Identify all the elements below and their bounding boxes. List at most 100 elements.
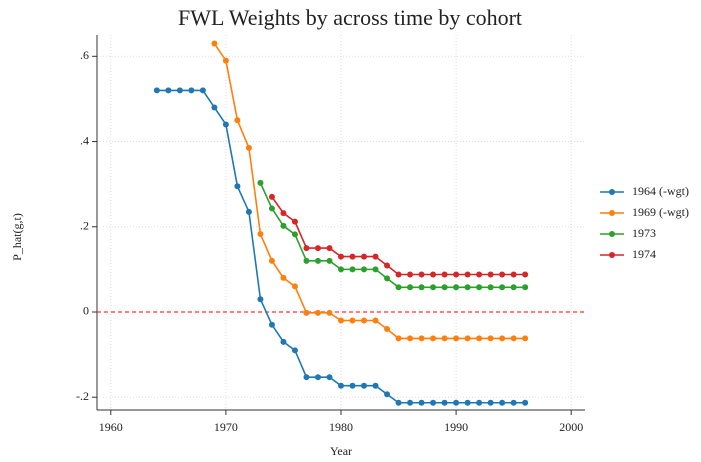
legend-marker [609,231,615,237]
data-point [464,271,471,278]
data-point [430,399,437,406]
data-point [257,296,264,303]
data-point [211,40,218,47]
chart-title: FWL Weights by across time by cohort [178,5,522,30]
data-point [407,335,414,342]
legend-marker [609,210,615,216]
data-point [510,284,517,291]
data-point [291,347,298,354]
x-tick-label: 1960 [99,420,123,434]
data-point [257,179,264,186]
data-point [510,335,517,342]
data-point [280,338,287,345]
data-point [268,257,275,264]
data-point [464,284,471,291]
data-point [384,262,391,269]
legend-label: 1974 [632,247,656,261]
data-point [395,284,402,291]
data-point [453,335,460,342]
data-point [211,104,218,111]
data-point [476,399,483,406]
data-point [326,309,333,316]
series-line [271,196,526,276]
data-point [510,399,517,406]
data-point [303,309,310,316]
data-point [418,335,425,342]
x-axis-label: Year [330,444,352,458]
data-point [430,335,437,342]
data-point [476,284,483,291]
data-point [245,144,252,151]
data-point [522,399,529,406]
data-point [499,399,506,406]
y-tick-label: .4 [80,133,89,147]
data-point [222,57,229,64]
data-point [384,326,391,333]
data-point [407,271,414,278]
data-point [395,335,402,342]
data-point [222,121,229,128]
data-point [199,87,206,94]
data-point [372,317,379,324]
data-point [349,266,356,273]
data-point [418,271,425,278]
data-point [510,271,517,278]
data-point [338,382,344,389]
data-point [165,87,172,94]
data-point [372,382,379,389]
data-point [291,231,298,238]
x-tick-label: 1980 [329,420,353,434]
data-point [153,87,160,94]
data-point [257,231,264,238]
data-point [176,87,183,94]
data-point [441,399,448,406]
data-point [407,284,414,291]
data-point [361,266,368,273]
data-point [522,271,529,278]
data-point [476,335,483,342]
data-point [349,317,356,324]
data-point [499,284,506,291]
data-point [361,317,368,324]
data-point [453,284,460,291]
y-axis-label: P_hat(g,t) [10,213,24,261]
legend-marker [609,189,615,195]
data-point [338,253,344,260]
y-tick-label: .2 [80,219,89,233]
data-point [291,283,298,290]
data-point [326,245,333,252]
data-point [372,253,379,260]
data-point [384,275,391,282]
data-point [499,335,506,342]
legend-marker [609,252,615,258]
data-point [338,266,344,273]
data-point [268,193,275,200]
x-tick-label: 1990 [444,420,468,434]
data-point [522,335,529,342]
data-point [487,399,494,406]
data-point [326,374,333,381]
data-point [349,382,356,389]
legend-label: 1973 [632,226,656,240]
data-point [314,374,321,381]
data-point [372,266,379,273]
data-point [303,245,310,252]
data-point [234,183,241,190]
data-point [418,284,425,291]
y-tick-label: -.2 [76,389,89,403]
data-point [464,399,471,406]
legend-label: 1964 (-wgt) [632,184,689,198]
data-point [303,374,310,381]
data-point [395,399,402,406]
data-point [441,284,448,291]
data-point [487,271,494,278]
data-point [314,257,321,264]
data-point [268,205,275,212]
y-tick-label: .6 [80,48,89,62]
data-point [349,253,356,260]
data-point [499,271,506,278]
data-point [418,399,425,406]
data-point [476,271,483,278]
data-point [487,335,494,342]
